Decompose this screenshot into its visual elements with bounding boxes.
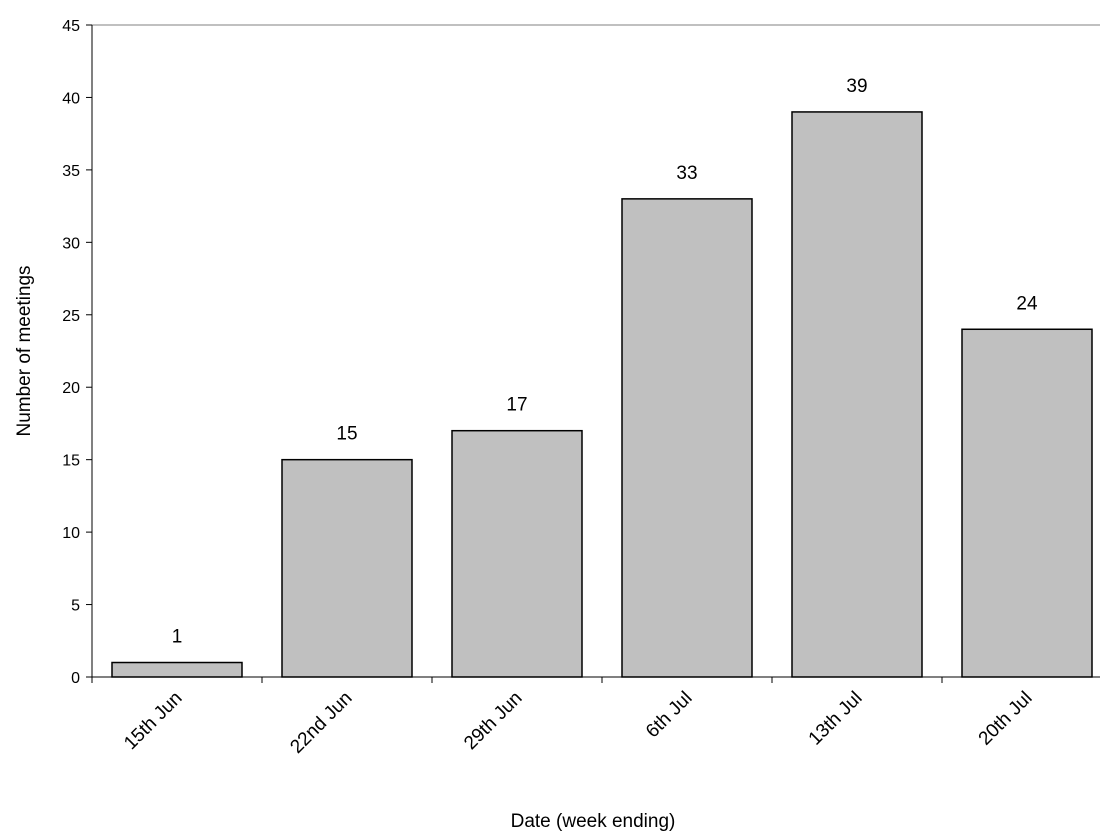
- bar-3: [621, 198, 753, 678]
- y-tick-labels: 0 5 10 15 20 25 30 35 40 45: [62, 18, 80, 687]
- x-tick-label: 22nd Jun: [286, 688, 356, 758]
- x-tick-label: 15th Jun: [120, 688, 186, 754]
- x-tick-label: 6th Jul: [642, 688, 696, 742]
- data-label: 39: [846, 76, 867, 97]
- x-tick-label: 13th Jul: [805, 688, 867, 750]
- y-tick-label: 30: [62, 235, 80, 252]
- y-tick-label: 5: [71, 598, 80, 615]
- bar-2: [451, 429, 583, 678]
- bar-5: [961, 328, 1093, 678]
- bar-4: [791, 111, 923, 678]
- y-tick-label: 35: [62, 163, 80, 180]
- data-label: 1: [172, 627, 183, 648]
- y-tick-label: 15: [62, 453, 80, 470]
- bars: [111, 111, 1093, 678]
- x-tick-label: 29th Jun: [460, 688, 526, 754]
- bar-0: [111, 661, 243, 678]
- x-tick-labels: 15th Jun 22nd Jun 29th Jun 6th Jul 13th Jul 2…: [120, 688, 1036, 758]
- x-axis-title: Date (week ending): [511, 811, 676, 832]
- y-tick-label: 45: [62, 18, 80, 35]
- y-axis-title: Number of meetings: [14, 265, 35, 436]
- data-label: 33: [676, 163, 697, 184]
- x-tick-label: 20th Jul: [975, 688, 1037, 750]
- y-tick-label: 0: [71, 670, 80, 687]
- y-tick-label: 25: [62, 308, 80, 325]
- axes: [86, 24, 1100, 683]
- data-label: 24: [1016, 293, 1038, 314]
- y-tick-label: 20: [62, 380, 80, 397]
- y-tick-label: 40: [62, 90, 80, 107]
- bar-1: [281, 458, 413, 678]
- data-label: 15: [336, 424, 357, 445]
- y-tick-label: 10: [62, 525, 80, 542]
- data-labels: 1 15 17 33 39 24: [172, 76, 1038, 648]
- data-label: 17: [506, 395, 527, 416]
